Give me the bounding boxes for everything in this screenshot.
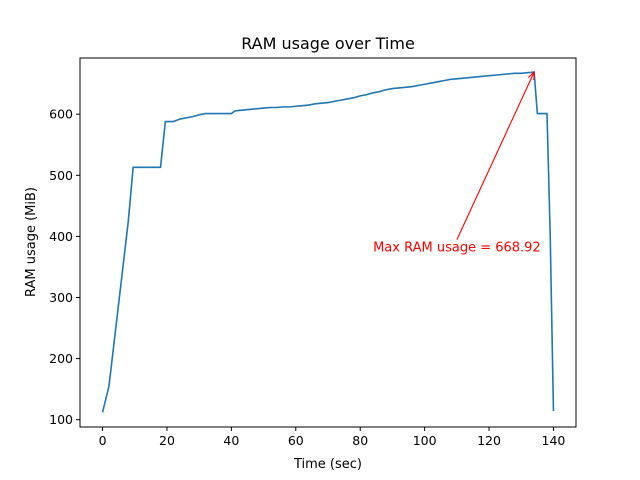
x-tick-label: 0 [99, 433, 107, 448]
y-tick-label: 300 [49, 290, 73, 305]
x-tick-label: 80 [352, 433, 368, 448]
x-tick-label: 20 [159, 433, 175, 448]
y-tick-label: 100 [49, 412, 73, 427]
x-tick-label: 40 [223, 433, 239, 448]
annotation-arrow-line [456, 71, 535, 240]
y-axis-label: RAM usage (MiB) [24, 187, 39, 297]
x-tick-label: 140 [542, 433, 566, 448]
annotation-arrow-head [527, 70, 535, 81]
x-tick-label: 100 [413, 433, 437, 448]
y-tick-label: 500 [49, 168, 73, 183]
series-layer [101, 71, 555, 413]
y-tick-label: 400 [49, 229, 73, 244]
y-tick-label: 600 [49, 107, 73, 122]
chart-title: RAM usage over Time [241, 34, 415, 53]
y-axis-ticks: 100 200 300 400 500 600 [49, 107, 80, 427]
x-axis-label: Time (sec) [293, 457, 362, 472]
plot-frame [79, 57, 577, 428]
x-tick-label: 120 [477, 433, 501, 448]
x-tick-label: 60 [288, 433, 304, 448]
x-axis-ticks: 0 20 40 60 80 100 120 140 [99, 427, 566, 448]
max-ram-annotation: Max RAM usage = 668.92 [373, 241, 541, 256]
y-tick-label: 200 [49, 351, 73, 366]
annotation-layer: Max RAM usage = 668.92 [373, 70, 541, 256]
ram-usage-line [101, 71, 555, 413]
